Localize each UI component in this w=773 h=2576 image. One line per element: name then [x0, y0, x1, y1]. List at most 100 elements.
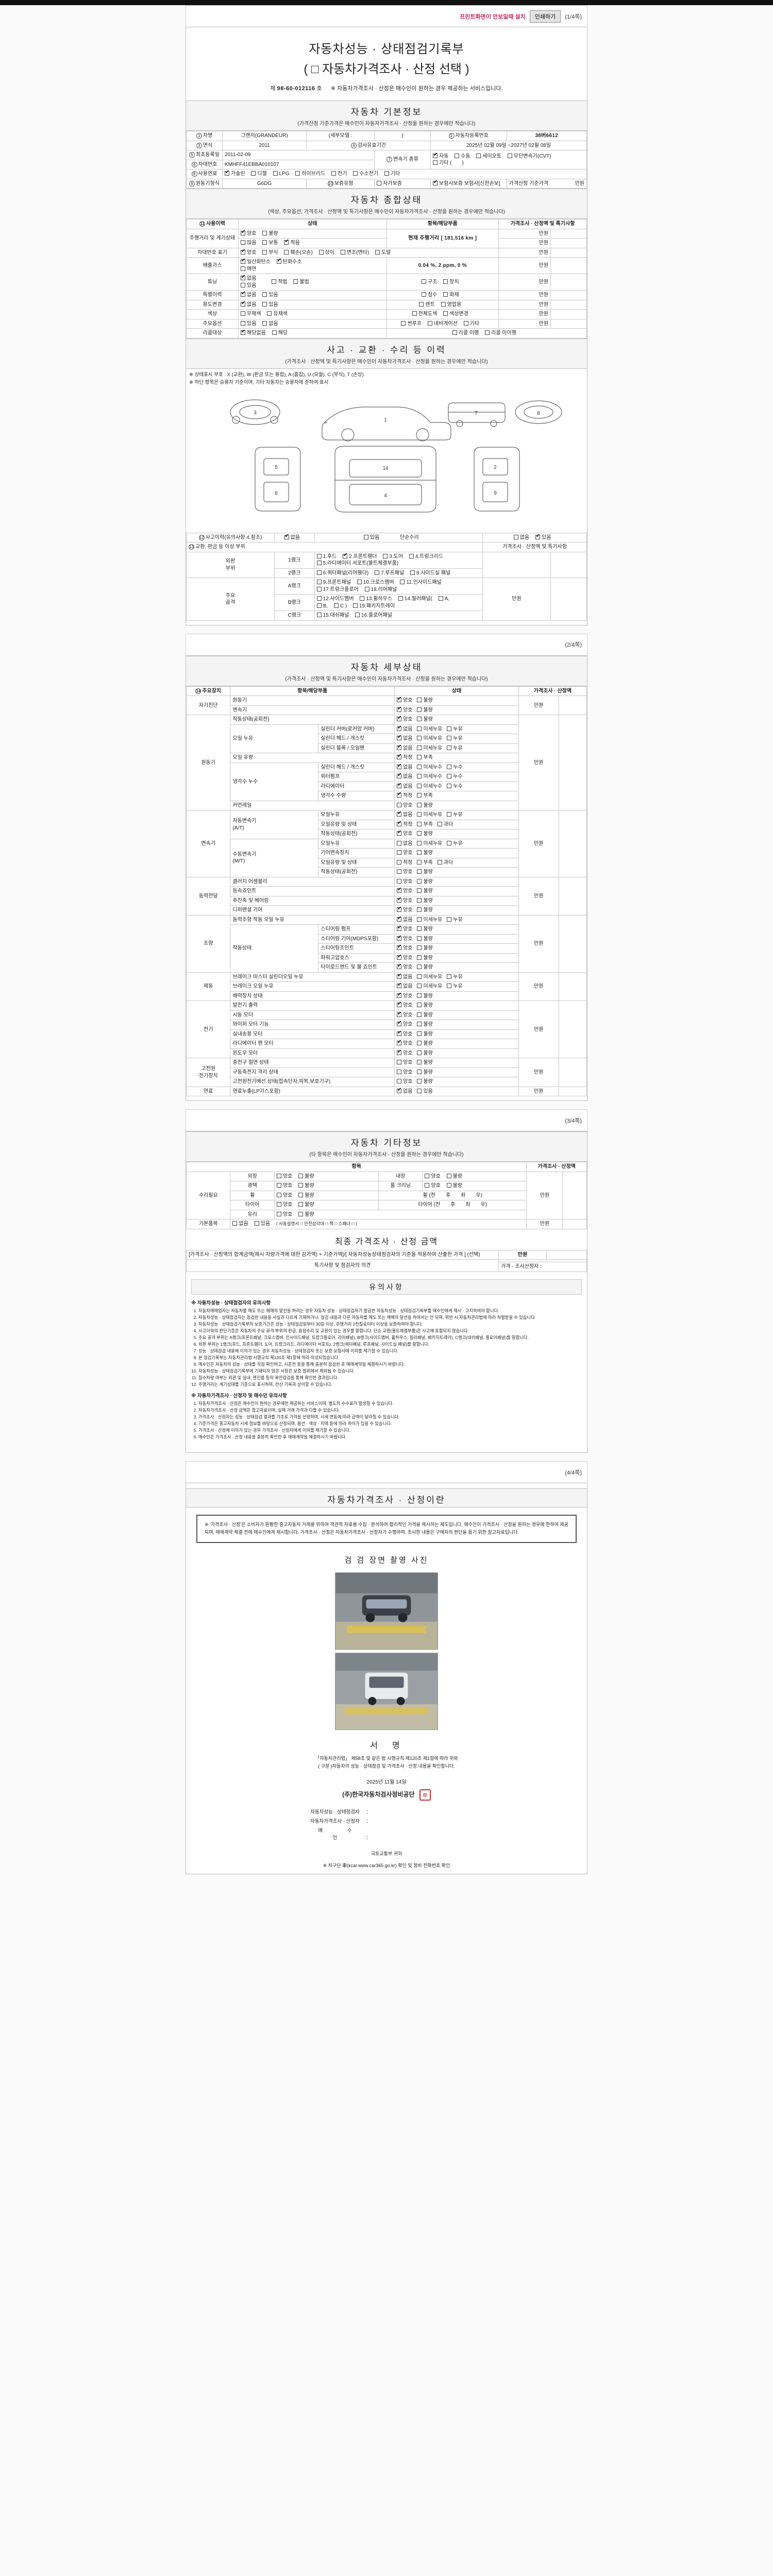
- opt-glass-bad[interactable]: 불량: [298, 1211, 314, 1218]
- opt-achromatic[interactable]: 무채색: [241, 311, 261, 318]
- opt-불량[interactable]: 불량: [417, 897, 433, 905]
- fuel-opt-diesel[interactable]: 디젤: [251, 171, 267, 178]
- opt-양호[interactable]: 양호: [397, 1030, 412, 1038]
- opt-flood[interactable]: 침수: [421, 292, 437, 299]
- opt-미세누유[interactable]: 미세누유: [417, 811, 442, 819]
- opt-양호[interactable]: 양호: [397, 992, 412, 1000]
- opt-양호[interactable]: 양호: [397, 1059, 412, 1066]
- opt-미세누수[interactable]: 미세누수: [417, 764, 442, 771]
- opt-없음[interactable]: 없음: [397, 973, 412, 981]
- opt-wheel-bad[interactable]: 불량: [298, 1192, 314, 1199]
- opt-양호[interactable]: 양호: [397, 906, 412, 914]
- opt-hood[interactable]: 1.후드: [316, 553, 337, 561]
- opt-누유[interactable]: 누유: [447, 974, 463, 981]
- opt-accident-none[interactable]: 없음: [284, 533, 300, 541]
- opt-recall-yes[interactable]: 해당: [272, 330, 288, 337]
- opt-vin-damage[interactable]: 훼손(오손): [284, 249, 313, 257]
- opt-없음[interactable]: 없음: [397, 840, 412, 848]
- opt-불량[interactable]: 불량: [417, 955, 433, 962]
- opt-glass-good[interactable]: 양호: [276, 1211, 292, 1218]
- opt-양호[interactable]: 양호: [397, 696, 412, 704]
- opt-과다[interactable]: 과다: [437, 859, 453, 867]
- opt-없음[interactable]: 없음: [397, 1087, 412, 1095]
- opt-fire[interactable]: 화재: [443, 292, 459, 299]
- opt-적정[interactable]: 적정: [397, 820, 412, 828]
- opt-미세누유[interactable]: 미세누유: [417, 974, 442, 981]
- opt-rent[interactable]: 렌트: [419, 301, 435, 309]
- opt-special-none[interactable]: 없음: [241, 291, 256, 299]
- opt-불량[interactable]: 불량: [417, 888, 433, 895]
- opt-누유[interactable]: 누유: [447, 983, 463, 990]
- opt-recall-done[interactable]: 리콜 이행: [452, 330, 479, 337]
- opt-option-yes[interactable]: 있음: [241, 320, 256, 328]
- fuel-opt-gasoline[interactable]: 가솔린: [224, 170, 245, 178]
- opt-pillar-a[interactable]: A,: [438, 596, 449, 603]
- opt-양호[interactable]: 양호: [397, 706, 412, 714]
- opt-chromatic[interactable]: 유채색: [267, 311, 288, 318]
- trans-opt-manual[interactable]: 수동: [455, 153, 470, 160]
- opt-미세누수[interactable]: 미세누수: [417, 773, 442, 781]
- opt-불량[interactable]: 불량: [417, 945, 433, 952]
- opt-ext-bad[interactable]: 불량: [298, 1173, 314, 1180]
- opt-누유[interactable]: 누유: [447, 840, 463, 848]
- opt-accident-yes[interactable]: 있음: [363, 534, 379, 541]
- opt-simple-yes[interactable]: 있음: [535, 533, 551, 541]
- opt-양호[interactable]: 양호: [397, 896, 412, 905]
- opt-tire-good[interactable]: 양호: [276, 1201, 292, 1209]
- opt-미세누유[interactable]: 미세누유: [417, 840, 442, 848]
- opt-use-none[interactable]: 없음: [241, 300, 256, 309]
- opt-wheel-house[interactable]: 13.휠하우스: [360, 596, 392, 603]
- opt-navigation[interactable]: 네비게이션: [427, 320, 458, 328]
- opt-many[interactable]: 많음: [241, 240, 256, 247]
- trans-opt-semiauto[interactable]: 세미오토: [476, 153, 501, 160]
- opt-미세누유[interactable]: 미세누유: [417, 726, 442, 733]
- opt-clean-good[interactable]: 양호: [425, 1182, 441, 1190]
- opt-불량[interactable]: 불량: [417, 1069, 433, 1076]
- opt-양호[interactable]: 양호: [397, 1001, 412, 1009]
- opt-불량[interactable]: 불량: [417, 1040, 433, 1047]
- opt-불량[interactable]: 불량: [417, 1021, 433, 1028]
- opt-roof-panel[interactable]: 7.루프패널: [375, 570, 404, 577]
- opt-불량[interactable]: 불량: [417, 1002, 433, 1009]
- opt-적정[interactable]: 적정: [397, 791, 412, 800]
- opt-누유[interactable]: 누유: [447, 735, 463, 742]
- opt-tuning-device[interactable]: 장치: [443, 279, 459, 286]
- opt-미세누유[interactable]: 미세누유: [417, 745, 442, 752]
- opt-양호[interactable]: 양호: [397, 1039, 412, 1047]
- opt-few[interactable]: 적음: [284, 239, 300, 247]
- opt-양호[interactable]: 양호: [397, 850, 412, 857]
- fuel-opt-ev[interactable]: 전기: [331, 171, 347, 178]
- opt-side-member[interactable]: 12.사이드멤버: [316, 596, 354, 603]
- opt-없음[interactable]: 없음: [397, 744, 412, 752]
- opt-vin-good[interactable]: 양호: [241, 248, 256, 257]
- fuel-opt-other[interactable]: 기타: [384, 171, 400, 178]
- opt-tuning-none[interactable]: 없음: [241, 274, 256, 282]
- warranty-opt-insurer[interactable]: 보험사보증 보험사[신한손보]: [432, 179, 500, 188]
- opt-양호[interactable]: 양호: [397, 1078, 412, 1086]
- opt-양호[interactable]: 양호: [397, 1011, 412, 1019]
- opt-radiator-support[interactable]: 5.라디에이터 서포트(볼트체결부품): [316, 560, 398, 567]
- opt-recall-na[interactable]: 해당없음: [241, 329, 266, 337]
- print-button[interactable]: 인쇄하기: [529, 10, 561, 23]
- opt-적정[interactable]: 적정: [397, 859, 412, 867]
- fuel-opt-hybrid[interactable]: 하이브리드: [295, 171, 325, 178]
- opt-양호[interactable]: 양호: [397, 829, 412, 838]
- opt-vin-altered[interactable]: 변조(변타): [340, 249, 369, 257]
- opt-부족[interactable]: 부족: [417, 859, 433, 867]
- opt-package-tray[interactable]: 19.패키지트레이: [352, 603, 395, 610]
- opt-불량[interactable]: 불량: [417, 1050, 433, 1057]
- warranty-opt-self[interactable]: 자가보증: [377, 180, 402, 188]
- opt-미세누수[interactable]: 미세누수: [417, 783, 442, 790]
- opt-polish-good[interactable]: 양호: [276, 1182, 292, 1190]
- opt-없음[interactable]: 없음: [397, 772, 412, 781]
- opt-smoke[interactable]: 매연: [241, 266, 256, 273]
- opt-있음[interactable]: 있음: [417, 1088, 433, 1095]
- opt-과다[interactable]: 과다: [437, 821, 453, 828]
- opt-tire-bad[interactable]: 불량: [298, 1201, 314, 1209]
- opt-trunk-lid[interactable]: 4.트렁크리드: [409, 553, 443, 561]
- opt-양호[interactable]: 양호: [397, 1069, 412, 1076]
- price-value[interactable]: [558, 972, 587, 1002]
- price-value[interactable]: [558, 715, 587, 811]
- opt-front-fender[interactable]: 2.프론트휀더: [343, 552, 377, 561]
- opt-미세누유[interactable]: 미세누유: [417, 917, 442, 924]
